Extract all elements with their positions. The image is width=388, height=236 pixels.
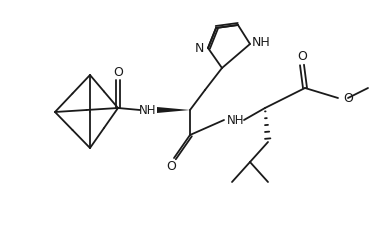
Polygon shape (157, 107, 190, 113)
Text: O: O (166, 160, 176, 173)
Text: NH: NH (139, 104, 157, 117)
Text: O: O (343, 93, 353, 105)
Text: N: N (194, 42, 204, 55)
Text: NH: NH (252, 35, 270, 49)
Text: O: O (113, 66, 123, 79)
Text: O: O (297, 50, 307, 63)
Text: NH: NH (227, 114, 245, 127)
